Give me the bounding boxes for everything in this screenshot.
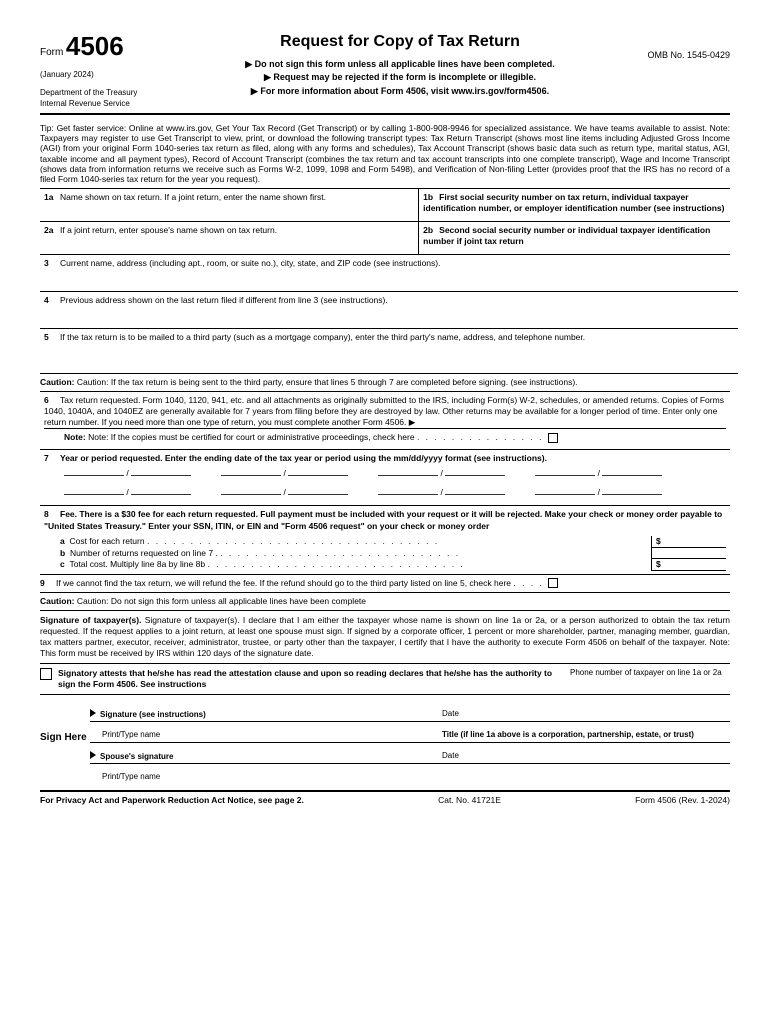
line-3-row: 3Current name, address (including apt., … <box>40 255 738 292</box>
line-8-row: 8Fee. There is a $30 fee for each return… <box>40 506 730 574</box>
line-8-text: Fee. There is a $30 fee for each return … <box>44 509 722 530</box>
instruction-1: ▶ Do not sign this form unless all appli… <box>190 59 610 71</box>
line-6-text: Tax return requested. Form 1040, 1120, 9… <box>44 395 724 427</box>
date-input[interactable] <box>535 475 595 476</box>
phone-label: Phone number of taxpayer on line 1a or 2… <box>570 668 730 690</box>
date-input[interactable] <box>535 494 595 495</box>
line-9-text: If we cannot find the tax return, we wil… <box>56 578 511 588</box>
line-7-row: 7Year or period requested. Enter the end… <box>40 450 730 506</box>
line-2a-label: If a joint return, enter spouse's name s… <box>60 225 277 235</box>
date-input[interactable] <box>378 475 438 476</box>
signature-declaration: Signature of taxpayer(s). Signature of t… <box>40 611 730 664</box>
spouse-date-label: Date <box>442 751 730 762</box>
date-input[interactable] <box>602 494 662 495</box>
form-title: Request for Copy of Tax Return <box>190 32 610 53</box>
print-name-label: Print/Type name <box>90 730 442 740</box>
line-8c-label: Total cost. Multiply line 8a by line 8b <box>69 559 205 569</box>
title-label: Title (if line 1a above is a corporation… <box>442 730 694 739</box>
date-input[interactable] <box>64 494 124 495</box>
spouse-signature-label: Spouse's signature <box>100 752 173 761</box>
caution-2: Caution: Caution: Do not sign this form … <box>40 593 730 611</box>
instruction-2: ▶ Request may be rejected if the form is… <box>190 72 610 84</box>
certified-checkbox[interactable] <box>548 433 558 443</box>
form-version: Form 4506 (Rev. 1-2024) <box>635 795 730 806</box>
date-input[interactable] <box>602 475 662 476</box>
line-4-label: Previous address shown on the last retur… <box>60 295 388 305</box>
spouse-print-label: Print/Type name <box>90 772 730 782</box>
date-input[interactable] <box>221 494 281 495</box>
line-8b-label: Number of returns requested on line 7 . <box>70 548 218 558</box>
line-6-row: 6Tax return requested. Form 1040, 1120, … <box>40 392 730 450</box>
date-input[interactable] <box>131 475 191 476</box>
arrow-icon <box>90 709 96 717</box>
form-label: Form <box>40 47 63 58</box>
date-input[interactable] <box>221 475 281 476</box>
signature-area: Sign Here Signature (see instructions) Da… <box>40 701 730 784</box>
instruction-3: ▶ For more information about Form 4506, … <box>190 86 610 98</box>
form-number: 4506 <box>66 31 124 61</box>
line-6-note: Note: If the copies must be certified fo… <box>88 432 414 442</box>
catalog-number: Cat. No. 41721E <box>438 795 501 806</box>
date-input[interactable] <box>378 494 438 495</box>
date-input[interactable] <box>445 494 505 495</box>
attestation-text: Signatory attests that he/she has read t… <box>58 668 552 689</box>
date-fields-row1: / / / / <box>44 464 726 483</box>
line-3-label: Current name, address (including apt., r… <box>60 258 440 268</box>
page-footer: For Privacy Act and Paperwork Reduction … <box>40 790 730 806</box>
date-fields-row2: / / / / <box>44 483 726 502</box>
attestation-checkbox[interactable] <box>40 668 52 680</box>
line-1-row: 1aName shown on tax return. If a joint r… <box>40 189 730 222</box>
privacy-notice: For Privacy Act and Paperwork Reduction … <box>40 795 304 806</box>
date-input[interactable] <box>64 475 124 476</box>
dept-irs: Internal Revenue Service <box>40 99 190 109</box>
refund-checkbox[interactable] <box>548 578 558 588</box>
date-input[interactable] <box>288 494 348 495</box>
line-9-row: 9If we cannot find the tax return, we wi… <box>40 575 730 593</box>
caution-1: Caution: Caution: If the tax return is b… <box>40 374 730 392</box>
line-1b-label: First social security number on tax retu… <box>423 192 724 213</box>
line-1a-label: Name shown on tax return. If a joint ret… <box>60 192 326 202</box>
sign-here-label: Sign Here <box>40 701 90 784</box>
line-5-row: 5If the tax return is to be mailed to a … <box>40 329 738 374</box>
date-input[interactable] <box>445 475 505 476</box>
line-2-row: 2aIf a joint return, enter spouse's name… <box>40 222 730 255</box>
omb-number: OMB No. 1545-0429 <box>610 30 730 109</box>
line-5-label: If the tax return is to be mailed to a t… <box>60 332 585 342</box>
line-4-row: 4Previous address shown on the last retu… <box>40 292 738 329</box>
tip-section: Tip: Get faster service: Online at www.i… <box>40 119 730 189</box>
form-header: Form 4506 (January 2024) Department of t… <box>40 30 730 115</box>
date-label: Date <box>442 709 730 720</box>
revision-date: (January 2024) <box>40 70 190 80</box>
dept-treasury: Department of the Treasury <box>40 88 190 98</box>
arrow-icon <box>90 751 96 759</box>
line-7-label: Year or period requested. Enter the endi… <box>60 453 547 463</box>
signature-label: Signature (see instructions) <box>100 710 206 719</box>
date-input[interactable] <box>131 494 191 495</box>
line-2b-label: Second social security number or individ… <box>423 225 710 246</box>
date-input[interactable] <box>288 475 348 476</box>
line-8a-label: Cost for each return <box>69 536 144 546</box>
attestation-row: Signatory attests that he/she has read t… <box>40 664 730 695</box>
